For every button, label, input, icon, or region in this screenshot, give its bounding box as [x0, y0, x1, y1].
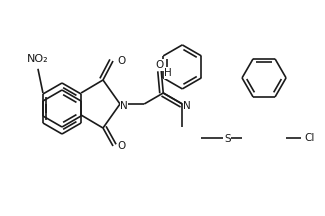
- Text: Cl: Cl: [304, 133, 315, 143]
- Text: H: H: [164, 68, 172, 78]
- Text: N: N: [183, 101, 191, 111]
- Text: O: O: [155, 60, 163, 70]
- Text: O: O: [118, 56, 126, 66]
- Text: S: S: [224, 134, 231, 144]
- Text: NO₂: NO₂: [27, 54, 49, 64]
- Text: N: N: [120, 101, 128, 111]
- Text: O: O: [118, 141, 126, 151]
